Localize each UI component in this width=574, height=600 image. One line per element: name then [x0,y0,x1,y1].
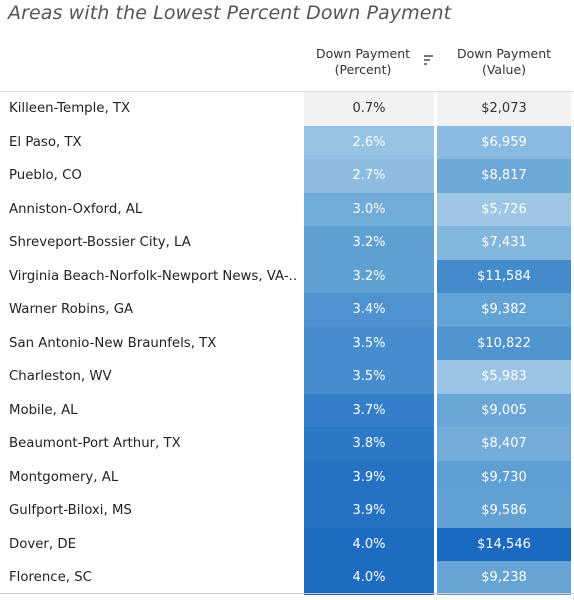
table-row[interactable]: Charleston, WV 3.5% $5,983 [0,360,574,394]
percent-cell: 3.7% [304,393,434,427]
value-cell: $8,407 [437,427,571,461]
table-row[interactable]: Beaumont-Port Arthur, TX 3.8% $8,407 [0,427,574,461]
percent-cell: 3.4% [304,293,434,327]
header-divider [0,91,574,92]
row-area-label: Gulfport-Biloxi, MS [9,503,132,518]
percent-cell: 3.9% [304,460,434,494]
table-row[interactable]: Gulfport-Biloxi, MS 3.9% $9,586 [0,494,574,528]
value-cell: $7,431 [437,226,571,260]
table-row[interactable]: Virginia Beach-Norfolk-Newport News, VA-… [0,259,574,293]
row-area-label: Montgomery, AL [9,469,119,485]
row-area-label: El Paso, TX [9,134,82,150]
value-cell: $9,238 [437,561,571,595]
table-row[interactable]: Dover, DE 4.0% $14,546 [0,527,574,561]
percent-cell: 4.0% [304,561,434,595]
table-row[interactable]: San Antonio-New Braunfels, TX 3.5% $10,822 [0,326,574,360]
column-header-percent-line2: (Percent) [334,62,392,77]
column-header-value-line2: (Value) [481,62,527,77]
table-row[interactable]: El Paso, TX 2.6% $6,959 [0,125,574,159]
value-cell: $5,726 [437,192,571,226]
row-area-label: Beaumont-Port Arthur, TX [9,436,181,451]
value-cell: $10,822 [437,326,571,360]
table-row[interactable]: Anniston-Oxford, AL 3.0% $5,726 [0,192,574,226]
column-header-value[interactable]: Down Payment (Value) [437,46,571,78]
column-header-percent-line1: Down Payment [315,46,411,61]
percent-cell: 3.0% [304,192,434,226]
percent-cell: 3.5% [304,360,434,394]
value-cell: $9,005 [437,393,571,427]
table-row[interactable]: Montgomery, AL 3.9% $9,730 [0,460,574,494]
row-area-label: Warner Robins, GA [9,302,134,317]
table-row[interactable]: Shreveport-Bossier City, LA 3.2% $7,431 [0,226,574,260]
value-cell: $8,817 [437,159,571,193]
row-area-label: Shreveport-Bossier City, LA [9,235,191,250]
table-row[interactable]: Warner Robins, GA 3.4% $9,382 [0,293,574,327]
value-cell: $9,730 [437,460,571,494]
value-cell: $5,983 [437,360,571,394]
percent-cell: 2.7% [304,159,434,193]
row-area-label: Killeen-Temple, TX [9,101,131,116]
row-area-label: Mobile, AL [9,402,78,418]
row-area-label: Anniston-Oxford, AL [9,201,143,217]
percent-cell: 3.8% [304,427,434,461]
table-bottom-divider [0,593,574,594]
percent-cell: 3.5% [304,326,434,360]
table-row[interactable]: Mobile, AL 3.7% $9,005 [0,393,574,427]
percent-cell: 3.2% [304,226,434,260]
sort-descending-icon[interactable] [424,55,433,67]
percent-cell: 3.9% [304,494,434,528]
value-cell: $11,584 [437,259,571,293]
table-row[interactable]: Florence, SC 4.0% $9,238 [0,561,574,595]
value-cell: $9,586 [437,494,571,528]
value-cell: $2,073 [437,92,571,126]
percent-cell: 3.2% [304,259,434,293]
row-area-label: Virginia Beach-Norfolk-Newport News, VA-… [9,268,298,284]
column-header-value-line1: Down Payment [456,46,552,61]
percent-cell: 0.7% [304,92,434,126]
percent-cell: 2.6% [304,125,434,159]
row-area-label: San Antonio-New Braunfels, TX [9,335,217,351]
table-row[interactable]: Pueblo, CO 2.7% $8,817 [0,159,574,193]
table-row[interactable]: Killeen-Temple, TX 0.7% $2,073 [0,92,574,126]
value-cell: $6,959 [437,125,571,159]
row-area-label: Pueblo, CO [9,168,82,183]
chart-title: Areas with the Lowest Percent Down Payme… [8,2,452,24]
row-area-label: Charleston, WV [9,369,112,384]
row-area-label: Dover, DE [9,536,76,552]
value-cell: $9,382 [437,293,571,327]
percent-cell: 4.0% [304,527,434,561]
value-cell: $14,546 [437,527,571,561]
row-area-label: Florence, SC [9,570,92,585]
column-header-percent[interactable]: Down Payment (Percent) [304,46,422,78]
